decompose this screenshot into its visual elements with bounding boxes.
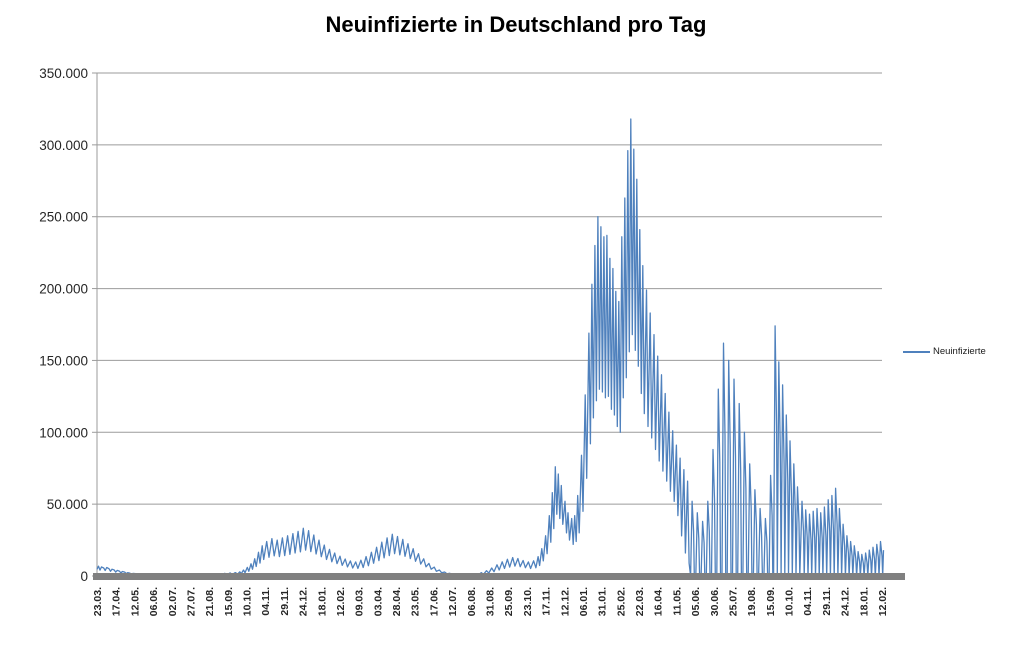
legend[interactable]: Neuinfizierte [903, 346, 986, 357]
x-axis-label: 10.10. [784, 587, 796, 616]
x-axis-label: 17.11. [541, 587, 553, 616]
x-axis-label: 12.12. [559, 587, 571, 616]
x-axis-label: 19.08. [746, 587, 758, 616]
x-axis-label: 24.12. [298, 587, 310, 616]
x-axis-label: 06.06. [148, 587, 160, 616]
x-axis-label: 23.05. [410, 587, 422, 616]
x-axis-label: 04.11. [802, 587, 814, 616]
y-axis-label: 150.000 [39, 353, 88, 368]
x-axis-label: 04.11. [260, 587, 272, 616]
y-axis-label: 350.000 [39, 66, 88, 81]
x-axis-label: 02.07. [167, 587, 179, 616]
x-axis-label: 10.10. [242, 587, 254, 616]
y-axis-label: 200.000 [39, 282, 88, 297]
y-axis-label: 0 [80, 569, 88, 584]
x-axis-label: 28.04. [391, 587, 403, 616]
legend-label: Neuinfizierte [933, 346, 986, 357]
y-axis-label: 100.000 [39, 425, 88, 440]
x-axis-label: 03.04. [372, 587, 384, 616]
x-axis-label: 24.12. [840, 587, 852, 616]
x-axis-label: 16.04. [653, 587, 665, 616]
x-axis-label: 31.08. [485, 587, 497, 616]
x-axis-label: 12.02. [335, 587, 347, 616]
x-axis-label: 31.01. [597, 587, 609, 616]
x-axis-label: 25.02. [615, 587, 627, 616]
x-axis-label: 06.01. [578, 587, 590, 616]
x-axis-label: 29.11. [821, 587, 833, 616]
y-axis-label: 50.000 [47, 497, 88, 512]
x-axis-label: 15.09. [223, 587, 235, 616]
x-axis-label: 06.08. [466, 587, 478, 616]
legend-line-marker [903, 350, 930, 353]
x-axis-label: 30.06. [709, 587, 721, 616]
x-axis-label: 23.03. [92, 587, 104, 616]
x-axis-label: 15.09. [765, 587, 777, 616]
x-axis-label: 22.03. [634, 587, 646, 616]
x-axis-label: 27.07. [185, 587, 197, 616]
x-axis-label: 17.06. [428, 587, 440, 616]
x-axis-label: 23.10. [522, 587, 534, 616]
x-axis-label: 05.06. [690, 587, 702, 616]
x-axis-label: 18.01. [316, 587, 328, 616]
x-axis-label: 25.07. [727, 587, 739, 616]
x-axis-label: 09.03. [354, 587, 366, 616]
x-axis-label: 17.04. [111, 587, 123, 616]
x-axis-label: 21.08. [204, 587, 216, 616]
x-axis-label: 18.01. [858, 587, 870, 616]
x-axis-bar [93, 573, 905, 580]
x-axis-label: 12.02. [877, 587, 889, 616]
y-axis-label: 300.000 [39, 138, 88, 153]
x-axis-label: 12.07. [447, 587, 459, 616]
x-axis-label: 11.05. [671, 587, 683, 616]
data-series-line [96, 118, 885, 577]
y-axis-label: 250.000 [39, 210, 88, 225]
chart-title: Neuinfizierte in Deutschland pro Tag [325, 12, 707, 37]
x-axis-label: 29.11. [279, 587, 291, 616]
x-axis-label: 25.09. [503, 587, 515, 616]
x-axis-label: 12.05. [129, 587, 141, 616]
